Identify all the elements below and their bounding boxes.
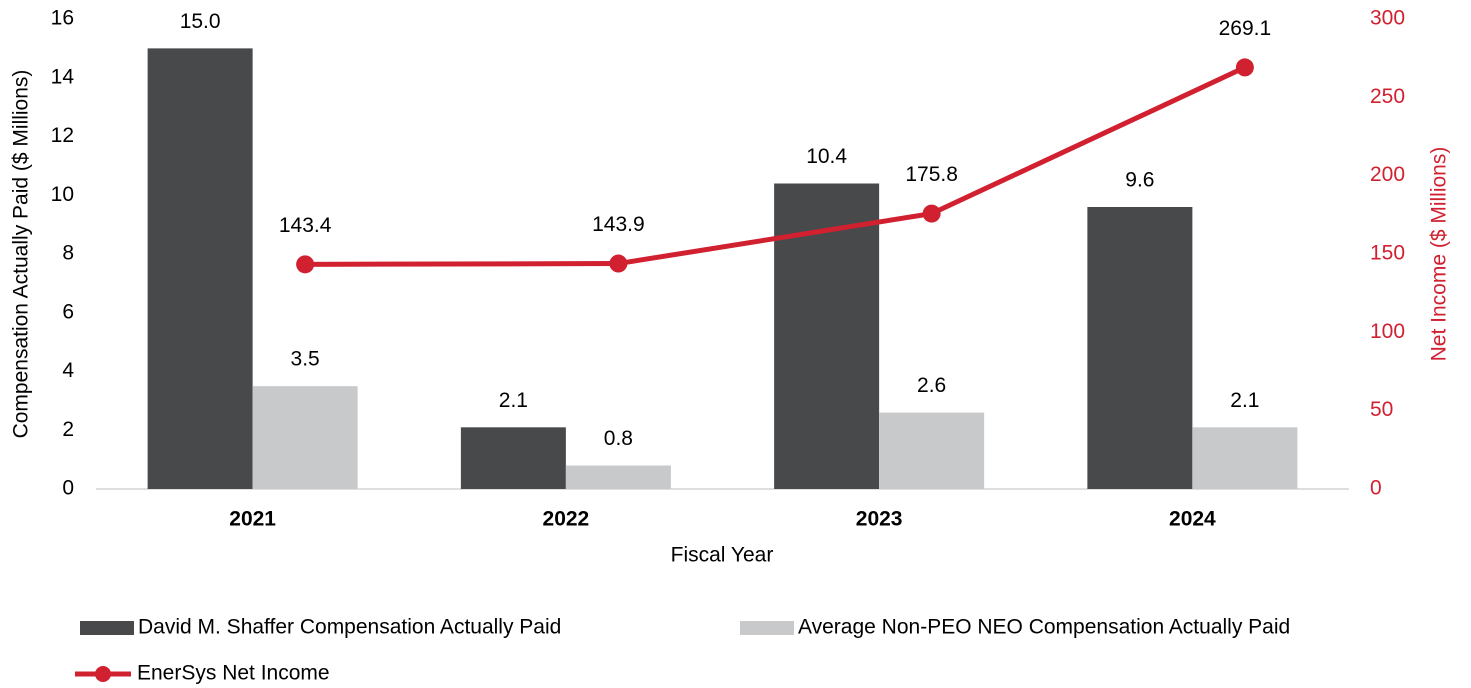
line-value-label: 269.1 — [1219, 17, 1272, 40]
legend-label: EnerSys Net Income — [137, 662, 330, 685]
y2-tick-label: 0 — [1370, 477, 1382, 500]
line-value-label: 175.8 — [905, 163, 958, 186]
bar — [565, 465, 671, 489]
y-tick-label: 0 — [62, 477, 74, 500]
x-tick-label: 2024 — [1169, 508, 1216, 531]
line — [305, 65, 1246, 267]
bar — [460, 427, 566, 489]
x-tick-label: 2021 — [229, 508, 276, 531]
legend-swatch — [80, 621, 134, 635]
legend-label: David M. Shaffer Compensation Actually P… — [138, 616, 561, 639]
bar-value-label: 10.4 — [806, 145, 847, 168]
bar — [147, 48, 253, 489]
legend-swatch — [740, 621, 794, 635]
bar-value-label: 2.1 — [1230, 389, 1259, 412]
bar-value-label: 9.6 — [1125, 169, 1154, 192]
bar-value-label: 2.1 — [499, 389, 528, 412]
bar — [252, 386, 358, 489]
y-tick-label: 12 — [51, 124, 74, 147]
line-value-label: 143.9 — [592, 213, 645, 236]
x-axis-label: Fiscal Year — [671, 544, 774, 567]
legend-label: Average Non-PEO NEO Compensation Actuall… — [798, 616, 1290, 639]
y-tick-label: 8 — [62, 242, 74, 265]
bar — [1087, 207, 1193, 489]
bar — [1192, 427, 1298, 489]
y2-tick-label: 150 — [1370, 242, 1405, 265]
bar — [879, 412, 985, 489]
line-point — [1235, 58, 1254, 77]
y-axis-label: Compensation Actually Paid ($ Millions) — [10, 70, 33, 439]
y2-tick-label: 100 — [1370, 320, 1405, 343]
y-tick-label: 4 — [62, 359, 74, 382]
bar-value-label: 15.0 — [180, 10, 221, 33]
x-tick-label: 2022 — [543, 508, 590, 531]
y2-tick-label: 200 — [1370, 163, 1405, 186]
bar-value-label: 3.5 — [291, 348, 320, 371]
y-tick-label: 2 — [62, 418, 74, 441]
y-tick-label: 16 — [51, 7, 74, 30]
bar-value-label: 2.6 — [917, 374, 946, 397]
legend-marker — [95, 666, 111, 682]
y-tick-label: 14 — [51, 65, 75, 88]
line-point — [922, 204, 941, 223]
y-tick-label: 10 — [51, 183, 74, 206]
y2-axis-label: Net Income ($ Millions) — [1428, 147, 1451, 362]
bar-value-label: 0.8 — [604, 427, 633, 450]
y2-tick-label: 250 — [1370, 85, 1405, 108]
y2-tick-label: 300 — [1370, 7, 1405, 30]
line-point — [609, 254, 628, 273]
line-point — [296, 255, 315, 274]
line-value-label: 143.4 — [279, 214, 332, 237]
x-tick-label: 2023 — [856, 508, 903, 531]
y2-tick-label: 50 — [1370, 398, 1393, 421]
y-tick-label: 6 — [62, 300, 74, 323]
